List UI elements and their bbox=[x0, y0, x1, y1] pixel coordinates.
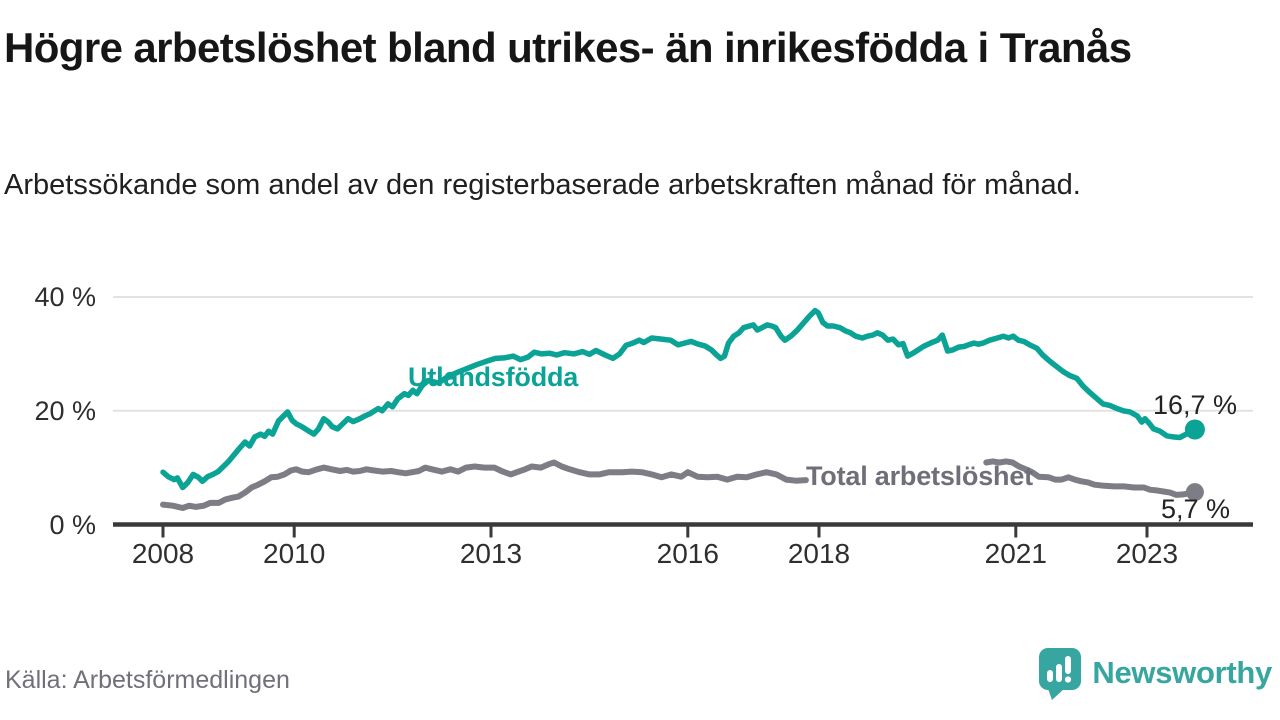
newsworthy-logo-text: Newsworthy bbox=[1092, 655, 1272, 690]
series-label-total-arbetsloshet: Total arbetslöshet bbox=[806, 461, 1033, 491]
x-axis-tick-label: 2016 bbox=[656, 538, 719, 569]
x-axis-tick-label: 2023 bbox=[1115, 538, 1179, 569]
x-axis-tick-label: 2013 bbox=[459, 538, 523, 569]
x-axis-tick-label: 2021 bbox=[984, 538, 1047, 569]
y-axis-tick-label: 0 % bbox=[49, 509, 96, 540]
end-value-label-total-arbetsloshet: 5,7 % bbox=[1161, 494, 1231, 524]
x-axis-tick-label: 2008 bbox=[131, 538, 195, 569]
y-axis-tick-label: 20 % bbox=[34, 395, 96, 426]
page-title: Högre arbetslöshet bland utrikes- än inr… bbox=[4, 24, 1132, 71]
newsworthy-logo-icon bbox=[1037, 645, 1083, 701]
end-value-label-utlandsfodda: 16,7 % bbox=[1153, 390, 1238, 420]
series-label-utlandsfodda: Utlandsfödda bbox=[408, 362, 579, 392]
x-axis-tick-label: 2010 bbox=[263, 538, 326, 569]
x-axis-tick-label: 2018 bbox=[787, 538, 851, 569]
newsworthy-logo[interactable]: Newsworthy bbox=[1037, 645, 1272, 701]
y-axis-tick-label: 40 % bbox=[34, 282, 96, 312]
source-attribution: Källa: Arbetsförmedlingen bbox=[5, 666, 290, 694]
page-subtitle: Arbetssökande som andel av den registerb… bbox=[4, 169, 1081, 201]
